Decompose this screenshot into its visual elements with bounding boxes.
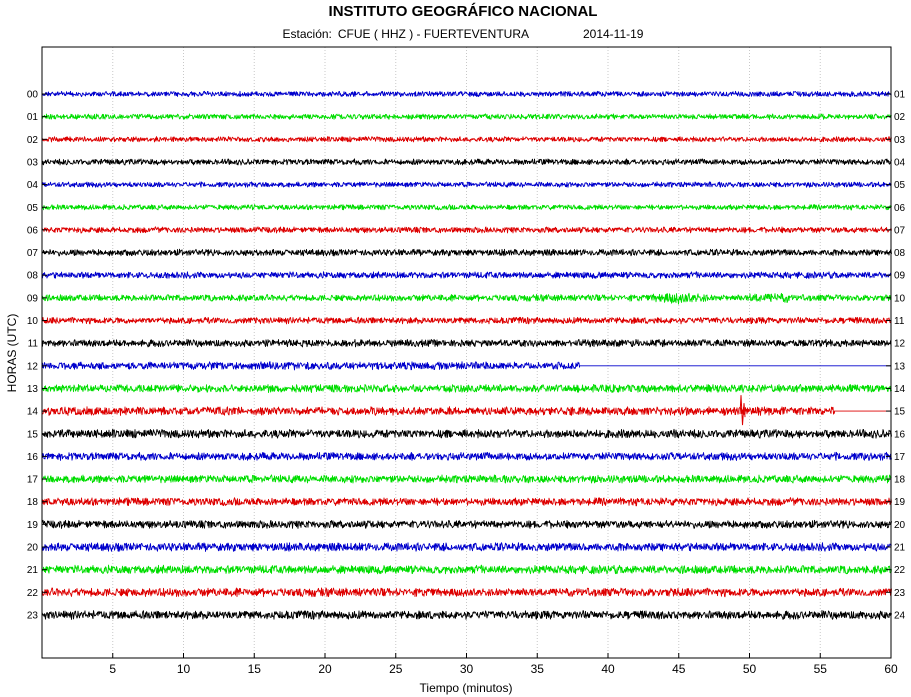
y-axis-label: HORAS (UTC): [5, 313, 19, 393]
x-tick-label: 50: [743, 662, 757, 676]
hour-label-right: 19: [894, 497, 906, 508]
x-tick-label: 20: [318, 662, 332, 676]
trace-hour-02: [41, 136, 892, 143]
hour-label-right: 22: [894, 565, 906, 576]
x-axis-label: Tiempo (minutos): [419, 681, 513, 695]
hour-label-right: 09: [894, 271, 906, 282]
chart-date: 2014-11-19: [582, 27, 644, 41]
hour-label-right: 05: [894, 180, 906, 191]
hour-labels: 00 01 01 02 02 03 03 04 04 05 05 06 06 07 07 08 08 09 09 10…: [27, 90, 906, 622]
x-tick-label: 15: [248, 662, 262, 676]
hour-label-right: 24: [894, 610, 906, 621]
trace-hour-21: [41, 564, 892, 575]
hour-label-left: 20: [27, 543, 39, 554]
hour-label-left: 13: [27, 384, 39, 395]
trace-hour-07: [41, 248, 892, 257]
trace-hour-17: [41, 474, 892, 484]
trace-hour-15: [41, 428, 892, 439]
hour-label-right: 23: [894, 588, 906, 599]
trace-layer: [41, 90, 892, 620]
hour-label-right: 15: [894, 407, 906, 418]
x-tick-label: 40: [601, 662, 615, 676]
hour-label-right: 06: [894, 203, 906, 214]
hour-label-right: 01: [894, 90, 906, 101]
hour-label-left: 21: [27, 565, 39, 576]
hour-label-left: 09: [27, 293, 39, 304]
hour-label-left: 01: [27, 112, 39, 123]
station-label: Estación:: [282, 27, 332, 41]
trace-hour-20: [41, 542, 892, 552]
trace-hour-06: [41, 226, 892, 234]
hour-label-left: 00: [27, 90, 39, 101]
trace-hour-08: [41, 271, 892, 279]
hour-label-left: 05: [27, 203, 39, 214]
hour-label-left: 08: [27, 271, 39, 282]
hour-label-right: 13: [894, 361, 906, 372]
hour-label-left: 07: [27, 248, 39, 259]
hour-label-left: 19: [27, 520, 39, 531]
hour-label-right: 16: [894, 429, 906, 440]
hour-label-right: 04: [894, 157, 906, 168]
chart-title: INSTITUTO GEOGRÁFICO NACIONAL: [328, 3, 598, 20]
x-tick-label: 5: [109, 662, 116, 676]
hour-label-left: 18: [27, 497, 39, 508]
hour-label-right: 20: [894, 520, 906, 531]
hour-label-left: 04: [27, 180, 39, 191]
x-tick-label: 30: [460, 662, 474, 676]
x-tick-label: 35: [531, 662, 545, 676]
trace-hour-19: [41, 519, 892, 529]
trace-hour-18: [41, 497, 892, 507]
trace-hour-03: [41, 158, 892, 166]
hour-label-right: 07: [894, 225, 906, 236]
trace-hour-11: [41, 338, 892, 348]
hour-label-left: 06: [27, 225, 39, 236]
hour-label-left: 15: [27, 429, 39, 440]
trace-hour-04: [41, 181, 892, 188]
hour-label-left: 14: [27, 407, 39, 418]
hour-label-right: 08: [894, 248, 906, 259]
trace-hour-10: [41, 316, 892, 325]
hour-label-right: 11: [894, 316, 905, 327]
hour-label-left: 23: [27, 610, 39, 621]
trace-hour-16: [41, 451, 892, 461]
hour-label-right: 18: [894, 475, 906, 486]
hour-label-right: 10: [894, 293, 906, 304]
hour-label-left: 11: [28, 339, 39, 350]
trace-hour-00: [41, 90, 892, 98]
trace-hour-12: [41, 361, 891, 371]
hour-label-left: 16: [27, 452, 39, 463]
hour-label-right: 02: [894, 112, 906, 123]
hour-label-right: 17: [894, 452, 906, 463]
trace-hour-09: [41, 292, 892, 305]
hour-label-left: 02: [27, 135, 39, 146]
x-tick-label: 10: [177, 662, 191, 676]
x-tick-label: 25: [389, 662, 403, 676]
hour-label-right: 14: [894, 384, 906, 395]
hour-label-left: 22: [27, 588, 39, 599]
trace-hour-05: [41, 204, 892, 211]
trace-hour-13: [41, 383, 892, 393]
x-tick-label: 60: [884, 662, 898, 676]
trace-hour-14: [41, 406, 891, 416]
hour-label-right: 03: [894, 135, 906, 146]
seismic-event-spike: [739, 395, 746, 426]
hour-label-left: 10: [27, 316, 39, 327]
station-name: CFUE ( HHZ ) - FUERTEVENTURA: [337, 27, 529, 41]
trace-hour-23: [41, 609, 892, 620]
trace-hour-01: [41, 113, 892, 120]
x-tick-label: 55: [814, 662, 828, 676]
hour-label-left: 03: [27, 157, 39, 168]
hour-label-right: 12: [894, 339, 906, 350]
axis-ticks: 5 10 15 20 25 30 35 40 45 50 55 60: [42, 93, 898, 676]
x-tick-label: 45: [672, 662, 686, 676]
trace-hour-22: [41, 587, 892, 598]
hour-label-left: 12: [27, 361, 39, 372]
hour-label-right: 21: [894, 543, 906, 554]
chart-subtitle: Estación: CFUE ( HHZ ) - FUERTEVENTURA 201…: [0, 27, 911, 41]
hour-label-left: 17: [27, 475, 39, 486]
